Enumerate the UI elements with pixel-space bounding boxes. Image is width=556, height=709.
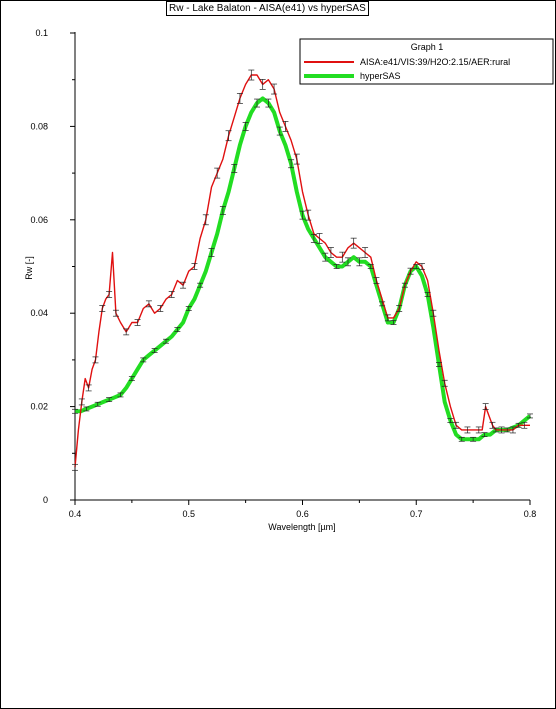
legend-title: Graph 1 [411,42,444,52]
x-tick-label: 0.8 [524,509,537,519]
y-tick-label: 0.04 [30,308,48,318]
x-tick-label: 0.7 [410,509,423,519]
x-tick-label: 0.4 [69,509,82,519]
error-bars [72,69,533,471]
legend-label-aisa: AISA:e41/VIS:39/H2O:2.15/AER:rural [360,57,510,67]
y-axis-title: Rw [-] [24,256,34,280]
y-tick-label: 0.02 [30,402,48,412]
legend-label-hypersas: hyperSAS [360,71,401,81]
chart-title: Rw - Lake Balaton - AISA(e41) vs hyperSA… [166,1,369,16]
legend: Graph 1 AISA:e41/VIS:39/H2O:2.15/AER:rur… [299,38,554,85]
y-tick-label: 0.1 [35,28,48,38]
series-aisa-line [74,74,530,468]
series-hypersas-line [75,96,532,442]
y-tick-label: 0.06 [30,215,48,225]
x-tick-label: 0.6 [296,509,309,519]
x-axis-title: Wavelength [µm] [268,522,335,532]
x-tick-label: 0.5 [182,509,195,519]
axes: 0.4 0.5 0.6 0.7 0.8 0 0.02 0.04 0.06 0.08 0.1 [30,28,536,519]
series-layer [74,74,532,468]
y-tick-label: 0.08 [30,121,48,131]
y-tick-label: 0 [43,495,48,505]
